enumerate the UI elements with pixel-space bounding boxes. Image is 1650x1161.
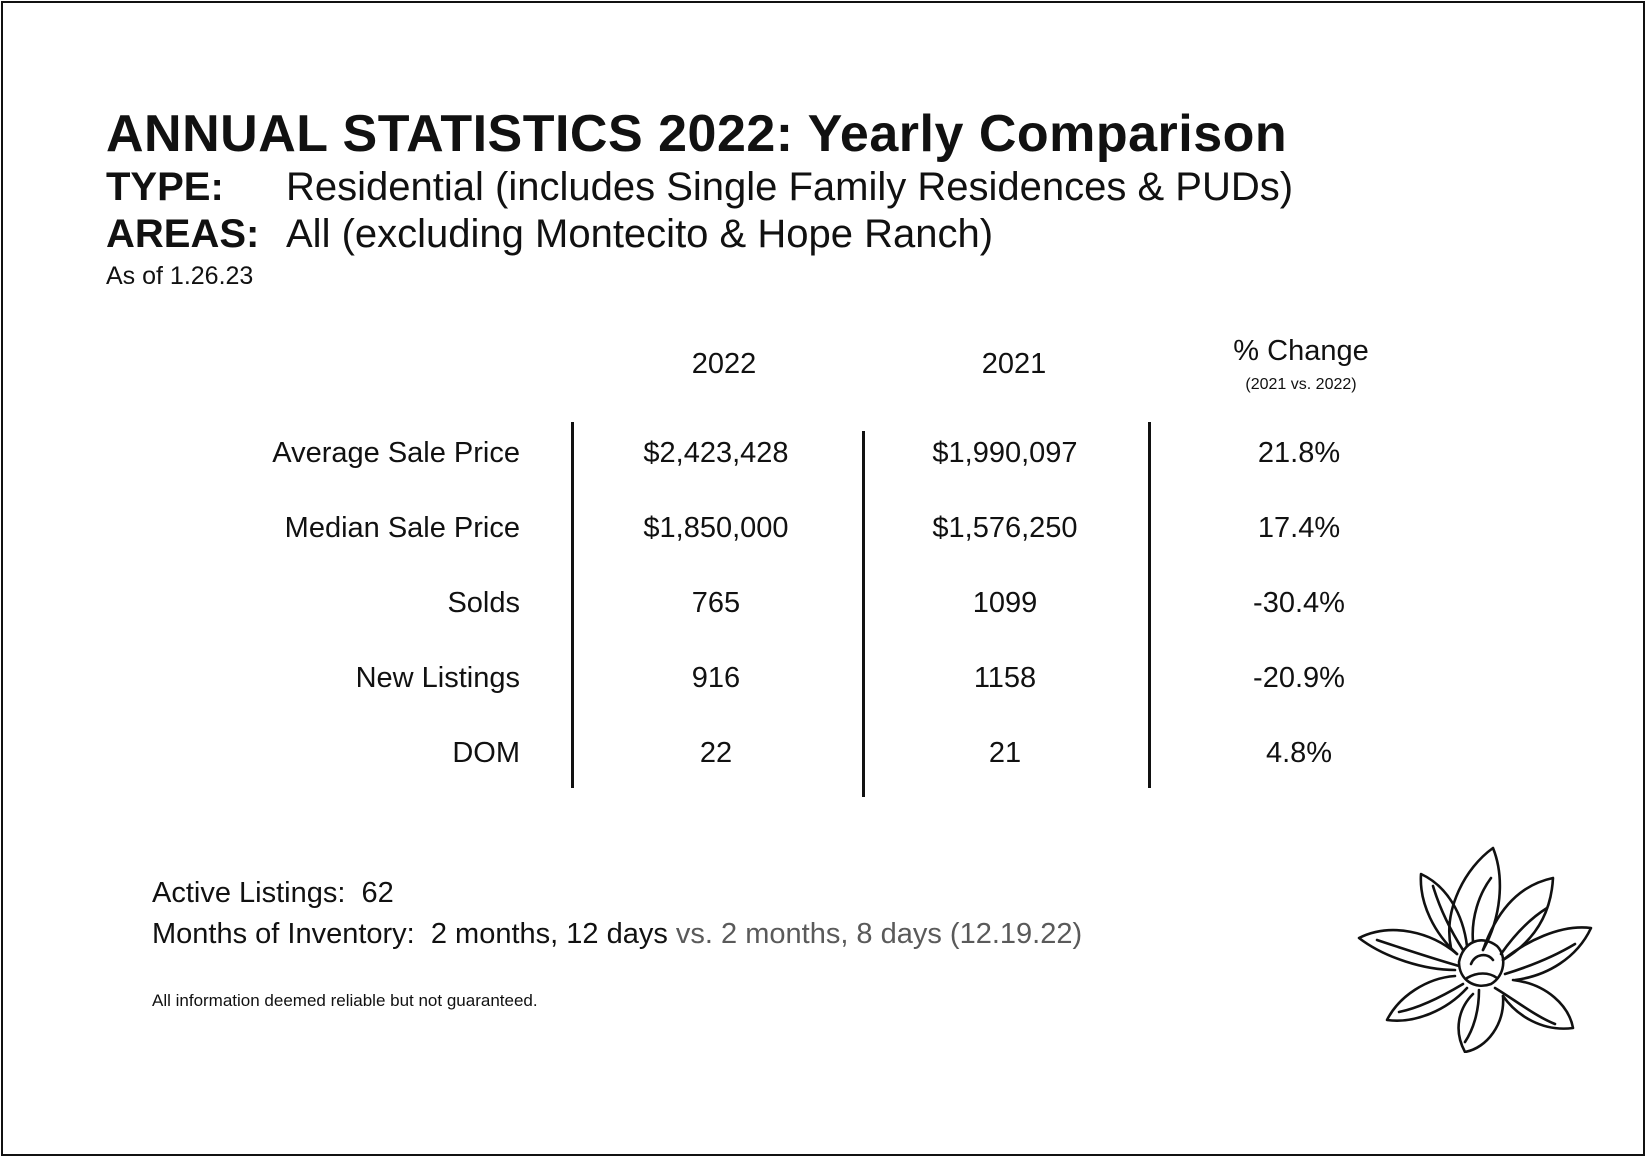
as-of-date: As of 1.26.23 xyxy=(106,262,254,290)
column-divider xyxy=(862,431,865,797)
cell-change: 21.8% xyxy=(1257,437,1341,469)
cell-2022: 22 xyxy=(699,737,733,769)
row-label: Solds xyxy=(447,587,520,619)
column-header-change: % Change xyxy=(1233,335,1369,367)
months-of-inventory-label: Months of Inventory: xyxy=(152,918,415,950)
cell-change: 17.4% xyxy=(1257,512,1341,544)
active-listings-label: Active Listings: xyxy=(152,877,346,909)
column-header-2021: 2021 xyxy=(981,348,1047,380)
months-of-inventory-value: 2 months, 12 days xyxy=(430,918,668,950)
cell-2021: $1,990,097 xyxy=(932,437,1078,469)
column-divider xyxy=(1148,422,1151,788)
row-label: Average Sale Price xyxy=(272,437,520,469)
active-listings: Active Listings: 62 xyxy=(152,877,394,910)
cell-2022: $1,850,000 xyxy=(643,512,789,544)
page-title: ANNUAL STATISTICS 2022: Yearly Compariso… xyxy=(106,105,1288,163)
row-label: Median Sale Price xyxy=(284,512,520,544)
type-value: Residential (includes Single Family Resi… xyxy=(286,165,1294,209)
row-label: DOM xyxy=(452,737,520,769)
active-listings-value: 62 xyxy=(361,877,394,909)
column-divider xyxy=(571,422,574,788)
cell-2021: 21 xyxy=(988,737,1022,769)
areas-value: All (excluding Montecito & Hope Ranch) xyxy=(286,212,994,256)
cell-2021: 1099 xyxy=(972,587,1038,619)
cell-change: -30.4% xyxy=(1253,587,1345,619)
cell-2022: 765 xyxy=(691,587,741,619)
disclaimer: All information deemed reliable but not … xyxy=(152,991,538,1010)
lotus-flower-icon xyxy=(1357,846,1593,1053)
cell-change: 4.8% xyxy=(1265,737,1333,769)
column-header-2022: 2022 xyxy=(691,348,757,380)
months-of-inventory: Months of Inventory: 2 months, 12 days v… xyxy=(152,918,1082,951)
months-of-inventory-comparison: vs. 2 months, 8 days (12.19.22) xyxy=(675,918,1083,950)
cell-change: -20.9% xyxy=(1253,662,1345,694)
type-label: TYPE: xyxy=(106,165,224,209)
areas-row: AREAS: All (excluding Montecito & Hope Ra… xyxy=(106,212,993,257)
cell-2022: 916 xyxy=(691,662,741,694)
areas-label: AREAS: xyxy=(106,212,260,256)
cell-2022: $2,423,428 xyxy=(643,437,789,469)
cell-2021: $1,576,250 xyxy=(932,512,1078,544)
cell-2021: 1158 xyxy=(973,662,1037,694)
type-row: TYPE: Residential (includes Single Family… xyxy=(106,165,1293,210)
row-label: New Listings xyxy=(355,662,520,694)
column-subheader-change: (2021 vs. 2022) xyxy=(1245,376,1357,393)
